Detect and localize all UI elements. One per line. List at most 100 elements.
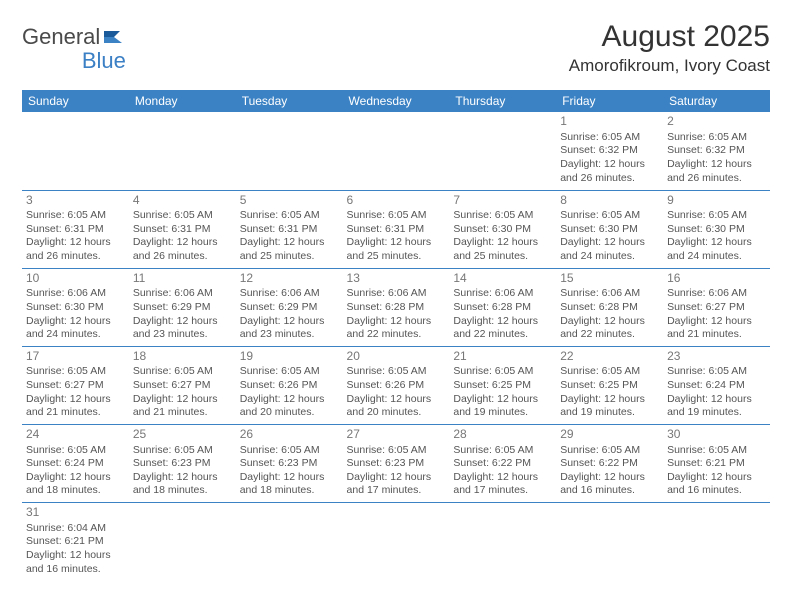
sunrise-line: Sunrise: 6:05 AM <box>667 209 766 223</box>
daylight-line: Daylight: 12 hours and 16 minutes. <box>560 471 659 498</box>
calendar-day-cell: 19Sunrise: 6:05 AMSunset: 6:26 PMDayligh… <box>236 346 343 424</box>
sunrise-line: Sunrise: 6:06 AM <box>347 287 446 301</box>
daylight-line: Daylight: 12 hours and 16 minutes. <box>667 471 766 498</box>
day-number: 4 <box>133 193 232 209</box>
sunrise-line: Sunrise: 6:05 AM <box>240 365 339 379</box>
day-number: 3 <box>26 193 125 209</box>
sunset-line: Sunset: 6:31 PM <box>240 223 339 237</box>
sunrise-line: Sunrise: 6:05 AM <box>240 444 339 458</box>
calendar-day-cell: 30Sunrise: 6:05 AMSunset: 6:21 PMDayligh… <box>663 424 770 502</box>
sunrise-line: Sunrise: 6:05 AM <box>26 209 125 223</box>
calendar-day-cell: 8Sunrise: 6:05 AMSunset: 6:30 PMDaylight… <box>556 190 663 268</box>
sunrise-line: Sunrise: 6:05 AM <box>560 131 659 145</box>
day-number: 14 <box>453 271 552 287</box>
sunset-line: Sunset: 6:25 PM <box>560 379 659 393</box>
sunset-line: Sunset: 6:26 PM <box>240 379 339 393</box>
sunrise-line: Sunrise: 6:06 AM <box>453 287 552 301</box>
sunrise-line: Sunrise: 6:05 AM <box>560 365 659 379</box>
day-number: 12 <box>240 271 339 287</box>
calendar-day-cell: 24Sunrise: 6:05 AMSunset: 6:24 PMDayligh… <box>22 424 129 502</box>
daylight-line: Daylight: 12 hours and 26 minutes. <box>26 236 125 263</box>
day-number: 19 <box>240 349 339 365</box>
calendar-empty-cell <box>449 112 556 190</box>
day-number: 24 <box>26 427 125 443</box>
calendar-row: 10Sunrise: 6:06 AMSunset: 6:30 PMDayligh… <box>22 268 770 346</box>
sunrise-line: Sunrise: 6:05 AM <box>347 209 446 223</box>
day-number: 28 <box>453 427 552 443</box>
calendar-empty-cell <box>556 503 663 581</box>
day-number: 30 <box>667 427 766 443</box>
calendar-day-cell: 10Sunrise: 6:06 AMSunset: 6:30 PMDayligh… <box>22 268 129 346</box>
daylight-line: Daylight: 12 hours and 18 minutes. <box>26 471 125 498</box>
calendar-empty-cell <box>343 503 450 581</box>
daylight-line: Daylight: 12 hours and 21 minutes. <box>26 393 125 420</box>
day-number: 2 <box>667 114 766 130</box>
daylight-line: Daylight: 12 hours and 26 minutes. <box>667 158 766 185</box>
sunrise-line: Sunrise: 6:06 AM <box>560 287 659 301</box>
logo-text-2: Blue <box>82 48 126 74</box>
day-number: 1 <box>560 114 659 130</box>
weekday-header: Tuesday <box>236 90 343 112</box>
calendar-day-cell: 29Sunrise: 6:05 AMSunset: 6:22 PMDayligh… <box>556 424 663 502</box>
calendar-row: 17Sunrise: 6:05 AMSunset: 6:27 PMDayligh… <box>22 346 770 424</box>
weekday-header: Saturday <box>663 90 770 112</box>
day-number: 25 <box>133 427 232 443</box>
day-number: 29 <box>560 427 659 443</box>
sunset-line: Sunset: 6:29 PM <box>133 301 232 315</box>
sunrise-line: Sunrise: 6:05 AM <box>453 444 552 458</box>
logo: General <box>22 24 124 50</box>
sunset-line: Sunset: 6:27 PM <box>133 379 232 393</box>
weekday-header: Monday <box>129 90 236 112</box>
day-number: 16 <box>667 271 766 287</box>
day-number: 27 <box>347 427 446 443</box>
calendar-day-cell: 9Sunrise: 6:05 AMSunset: 6:30 PMDaylight… <box>663 190 770 268</box>
weekday-header: Thursday <box>449 90 556 112</box>
daylight-line: Daylight: 12 hours and 19 minutes. <box>453 393 552 420</box>
calendar-day-cell: 7Sunrise: 6:05 AMSunset: 6:30 PMDaylight… <box>449 190 556 268</box>
calendar-day-cell: 13Sunrise: 6:06 AMSunset: 6:28 PMDayligh… <box>343 268 450 346</box>
sunrise-line: Sunrise: 6:05 AM <box>667 444 766 458</box>
sunset-line: Sunset: 6:31 PM <box>347 223 446 237</box>
calendar-day-cell: 11Sunrise: 6:06 AMSunset: 6:29 PMDayligh… <box>129 268 236 346</box>
sunset-line: Sunset: 6:26 PM <box>347 379 446 393</box>
sunset-line: Sunset: 6:31 PM <box>133 223 232 237</box>
sunset-line: Sunset: 6:25 PM <box>453 379 552 393</box>
calendar-day-cell: 23Sunrise: 6:05 AMSunset: 6:24 PMDayligh… <box>663 346 770 424</box>
daylight-line: Daylight: 12 hours and 21 minutes. <box>133 393 232 420</box>
daylight-line: Daylight: 12 hours and 24 minutes. <box>26 315 125 342</box>
calendar-row: 3Sunrise: 6:05 AMSunset: 6:31 PMDaylight… <box>22 190 770 268</box>
calendar-day-cell: 14Sunrise: 6:06 AMSunset: 6:28 PMDayligh… <box>449 268 556 346</box>
calendar-row: 31Sunrise: 6:04 AMSunset: 6:21 PMDayligh… <box>22 503 770 581</box>
calendar-day-cell: 21Sunrise: 6:05 AMSunset: 6:25 PMDayligh… <box>449 346 556 424</box>
calendar-row: 24Sunrise: 6:05 AMSunset: 6:24 PMDayligh… <box>22 424 770 502</box>
calendar-empty-cell <box>449 503 556 581</box>
calendar-table: SundayMondayTuesdayWednesdayThursdayFrid… <box>22 90 770 581</box>
sunrise-line: Sunrise: 6:05 AM <box>667 365 766 379</box>
logo-line2: GeneBlue <box>28 48 126 74</box>
daylight-line: Daylight: 12 hours and 26 minutes. <box>133 236 232 263</box>
day-number: 23 <box>667 349 766 365</box>
daylight-line: Daylight: 12 hours and 23 minutes. <box>240 315 339 342</box>
calendar-day-cell: 15Sunrise: 6:06 AMSunset: 6:28 PMDayligh… <box>556 268 663 346</box>
calendar-empty-cell <box>22 112 129 190</box>
sunset-line: Sunset: 6:24 PM <box>26 457 125 471</box>
calendar-day-cell: 22Sunrise: 6:05 AMSunset: 6:25 PMDayligh… <box>556 346 663 424</box>
day-number: 15 <box>560 271 659 287</box>
calendar-day-cell: 20Sunrise: 6:05 AMSunset: 6:26 PMDayligh… <box>343 346 450 424</box>
day-number: 10 <box>26 271 125 287</box>
sunrise-line: Sunrise: 6:05 AM <box>453 365 552 379</box>
sunrise-line: Sunrise: 6:05 AM <box>133 444 232 458</box>
calendar-day-cell: 1Sunrise: 6:05 AMSunset: 6:32 PMDaylight… <box>556 112 663 190</box>
calendar-day-cell: 31Sunrise: 6:04 AMSunset: 6:21 PMDayligh… <box>22 503 129 581</box>
calendar-empty-cell <box>663 503 770 581</box>
calendar-day-cell: 3Sunrise: 6:05 AMSunset: 6:31 PMDaylight… <box>22 190 129 268</box>
daylight-line: Daylight: 12 hours and 25 minutes. <box>347 236 446 263</box>
sunset-line: Sunset: 6:28 PM <box>453 301 552 315</box>
logo-text-1: General <box>22 24 100 50</box>
daylight-line: Daylight: 12 hours and 21 minutes. <box>667 315 766 342</box>
daylight-line: Daylight: 12 hours and 16 minutes. <box>26 549 125 576</box>
sunset-line: Sunset: 6:27 PM <box>26 379 125 393</box>
weekday-header: Sunday <box>22 90 129 112</box>
calendar-header-row: SundayMondayTuesdayWednesdayThursdayFrid… <box>22 90 770 112</box>
sunset-line: Sunset: 6:29 PM <box>240 301 339 315</box>
